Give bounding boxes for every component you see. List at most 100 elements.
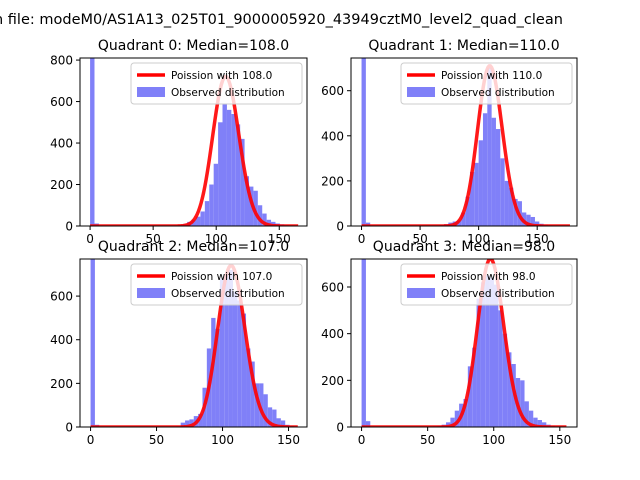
x-tick-label: 150 <box>526 232 549 246</box>
x-tick-label: 0 <box>86 232 94 246</box>
histogram-bar <box>267 407 273 427</box>
histogram-bar <box>469 171 475 226</box>
histogram-bar <box>222 103 227 226</box>
panel-title: Quadrant 0: Median=108.0 <box>98 38 289 54</box>
chart-panel-1: 0 50 100 150 0 200 400 600 Quadrant 1: Median=11… <box>321 38 578 246</box>
histogram-bar <box>520 380 525 427</box>
legend-bar-swatch <box>137 288 165 298</box>
histogram-bar <box>541 422 547 427</box>
x-tick-label: 100 <box>467 232 490 246</box>
legend-fit-label: Poission with 98.0 <box>441 271 536 283</box>
legend-bar-label: Observed distribution <box>171 288 285 300</box>
y-tick-label: 0 <box>336 421 344 435</box>
histogram-bar <box>213 163 219 226</box>
histogram-bar <box>450 417 455 427</box>
histogram-bar <box>530 216 535 226</box>
histogram-bar <box>224 274 229 427</box>
histogram-bar <box>280 420 286 427</box>
histogram-bar <box>504 180 509 226</box>
y-tick-label: 600 <box>50 290 73 304</box>
histogram-bar <box>463 399 468 427</box>
histogram-bar <box>90 259 95 427</box>
axes-frame <box>79 258 308 428</box>
histogram-bar <box>495 129 501 226</box>
legend-bar-swatch <box>407 87 435 97</box>
histogram-bar <box>253 190 258 226</box>
histogram-bar <box>491 117 496 226</box>
histogram-bar <box>365 421 371 427</box>
legend: Poission with 98.0 Observed distribution <box>400 263 573 306</box>
histogram-bar <box>254 383 260 427</box>
histogram-bar <box>231 114 236 226</box>
histogram-bar <box>211 317 216 427</box>
histogram-bar <box>259 383 264 427</box>
histogram-bar <box>226 109 232 226</box>
histogram-bar <box>533 417 538 427</box>
histogram-bar <box>498 310 503 427</box>
histogram-bar <box>537 420 542 427</box>
histogram-bar <box>467 366 473 427</box>
y-tick-label: 400 <box>50 333 73 347</box>
histogram-bar <box>526 214 531 226</box>
chart-panel-0: 0 50 100 150 0 200 400 600 800 Quadrant 0: Median… <box>50 38 308 246</box>
histogram-bar <box>474 162 479 226</box>
axes-frame <box>350 57 578 227</box>
x-tick-label: 50 <box>412 232 427 246</box>
legend-bar-swatch <box>137 87 165 97</box>
x-tick-label: 0 <box>358 232 366 246</box>
histogram-bar <box>361 259 366 427</box>
legend: Poission with 110.0 Observed distribution <box>400 62 573 105</box>
histogram-bar <box>250 361 255 427</box>
histogram-bar <box>361 58 366 226</box>
poisson-fit-line <box>361 259 567 427</box>
x-tick-label: 100 <box>482 433 505 447</box>
histogram-bar <box>513 198 518 226</box>
x-tick-label: 150 <box>268 232 291 246</box>
y-tick-label: 200 <box>50 178 73 192</box>
histogram-bar <box>489 277 495 427</box>
histogram-bar <box>257 205 263 226</box>
x-tick-label: 100 <box>205 232 228 246</box>
chart-panel-2: 0 50 100 150 0 200 400 600 Quadrant 2: Median=10… <box>50 239 308 447</box>
poisson-fit-line <box>90 263 299 427</box>
panel-title: Quadrant 2: Median=107.0 <box>98 239 289 255</box>
histogram-bar <box>456 220 462 226</box>
x-tick-label: 0 <box>358 433 366 447</box>
histogram-bar <box>240 138 245 226</box>
histogram-bar <box>209 184 214 226</box>
histogram-bar <box>266 219 272 226</box>
histogram-bar <box>232 291 238 427</box>
y-tick-label: 200 <box>321 374 344 388</box>
histogram-bar <box>534 221 540 226</box>
histogram-bar <box>263 394 268 427</box>
histogram-bar <box>465 196 470 226</box>
histogram-bar <box>487 68 492 226</box>
y-tick-label: 0 <box>336 220 344 234</box>
histogram-bar <box>478 140 483 226</box>
histogram-bar <box>244 176 249 226</box>
legend-bar-label: Observed distribution <box>171 87 285 99</box>
histogram-bar <box>237 300 242 427</box>
x-tick-label: 50 <box>149 433 164 447</box>
y-tick-label: 600 <box>50 95 73 109</box>
histogram-bar <box>528 410 534 427</box>
histogram-bar <box>276 418 281 427</box>
histogram-bar <box>262 213 267 226</box>
x-tick-label: 50 <box>146 232 161 246</box>
legend: Poission with 107.0 Observed distribution <box>130 263 303 306</box>
legend-bar-label: Observed distribution <box>441 87 555 99</box>
histogram-bar <box>472 347 477 427</box>
histogram-bar <box>228 269 233 427</box>
histogram-bar <box>476 298 481 427</box>
legend-box <box>130 263 303 306</box>
x-tick-label: 50 <box>420 433 435 447</box>
legend-bar-label: Observed distribution <box>441 288 555 300</box>
y-tick-label: 0 <box>65 220 73 234</box>
histogram-bar <box>90 58 95 226</box>
legend-box <box>400 62 573 105</box>
histogram-bar <box>480 282 486 427</box>
histogram-bar <box>508 187 514 226</box>
panel-title: Quadrant 3: Median=98.0 <box>373 239 555 255</box>
histogram-bar <box>502 333 508 427</box>
x-tick-label: 100 <box>211 433 234 447</box>
